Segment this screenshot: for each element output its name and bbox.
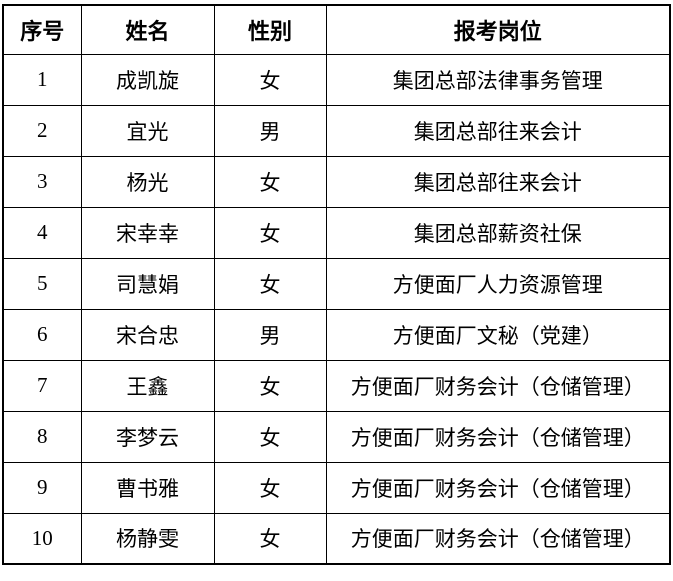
cell-name: 宋幸幸 xyxy=(80,206,215,259)
table-row: 1 成凯旋 女 集团总部法律事务管理 xyxy=(2,53,671,106)
table-row: 8 李梦云 女 方便面厂财务会计（仓储管理） xyxy=(2,410,671,463)
cell-position: 集团总部薪资社保 xyxy=(325,206,671,259)
cell-position: 方便面厂财务会计（仓储管理） xyxy=(325,512,671,565)
column-header-gender: 性别 xyxy=(213,4,327,55)
cell-gender: 女 xyxy=(213,257,327,310)
cell-position: 集团总部往来会计 xyxy=(325,104,671,157)
cell-gender: 女 xyxy=(213,206,327,259)
cell-gender: 男 xyxy=(213,104,327,157)
cell-no: 9 xyxy=(2,461,82,514)
cell-name: 曹书雅 xyxy=(80,461,215,514)
cell-gender: 女 xyxy=(213,155,327,208)
cell-gender: 女 xyxy=(213,410,327,463)
cell-no: 10 xyxy=(2,512,82,565)
cell-position: 方便面厂财务会计（仓储管理） xyxy=(325,410,671,463)
table-row: 7 王鑫 女 方便面厂财务会计（仓储管理） xyxy=(2,359,671,412)
table-row: 4 宋幸幸 女 集团总部薪资社保 xyxy=(2,206,671,259)
cell-position: 集团总部往来会计 xyxy=(325,155,671,208)
table-header-row: 序号 姓名 性别 报考岗位 xyxy=(2,4,671,55)
cell-name: 宜光 xyxy=(80,104,215,157)
cell-gender: 女 xyxy=(213,53,327,106)
column-header-position: 报考岗位 xyxy=(325,4,671,55)
cell-name: 成凯旋 xyxy=(80,53,215,106)
cell-position: 方便面厂财务会计（仓储管理） xyxy=(325,461,671,514)
cell-no: 1 xyxy=(2,53,82,106)
cell-no: 2 xyxy=(2,104,82,157)
table-row: 6 宋合忠 男 方便面厂文秘（党建） xyxy=(2,308,671,361)
cell-no: 6 xyxy=(2,308,82,361)
cell-name: 李梦云 xyxy=(80,410,215,463)
table-row: 9 曹书雅 女 方便面厂财务会计（仓储管理） xyxy=(2,461,671,514)
cell-gender: 女 xyxy=(213,359,327,412)
cell-name: 司慧娟 xyxy=(80,257,215,310)
cell-no: 3 xyxy=(2,155,82,208)
cell-name: 王鑫 xyxy=(80,359,215,412)
cell-position: 方便面厂文秘（党建） xyxy=(325,308,671,361)
cell-gender: 女 xyxy=(213,512,327,565)
cell-gender: 男 xyxy=(213,308,327,361)
column-header-name: 姓名 xyxy=(80,4,215,55)
table-row: 3 杨光 女 集团总部往来会计 xyxy=(2,155,671,208)
applicants-table: 序号 姓名 性别 报考岗位 1 成凯旋 女 集团总部法律事务管理 2 宜光 男 … xyxy=(2,4,671,565)
table-row: 2 宜光 男 集团总部往来会计 xyxy=(2,104,671,157)
cell-position: 方便面厂财务会计（仓储管理） xyxy=(325,359,671,412)
table-row: 5 司慧娟 女 方便面厂人力资源管理 xyxy=(2,257,671,310)
cell-position: 集团总部法律事务管理 xyxy=(325,53,671,106)
cell-gender: 女 xyxy=(213,461,327,514)
cell-position: 方便面厂人力资源管理 xyxy=(325,257,671,310)
cell-name: 宋合忠 xyxy=(80,308,215,361)
cell-no: 7 xyxy=(2,359,82,412)
cell-no: 8 xyxy=(2,410,82,463)
cell-name: 杨光 xyxy=(80,155,215,208)
cell-no: 4 xyxy=(2,206,82,259)
column-header-no: 序号 xyxy=(2,4,82,55)
cell-name: 杨静雯 xyxy=(80,512,215,565)
cell-no: 5 xyxy=(2,257,82,310)
table-row: 10 杨静雯 女 方便面厂财务会计（仓储管理） xyxy=(2,512,671,565)
